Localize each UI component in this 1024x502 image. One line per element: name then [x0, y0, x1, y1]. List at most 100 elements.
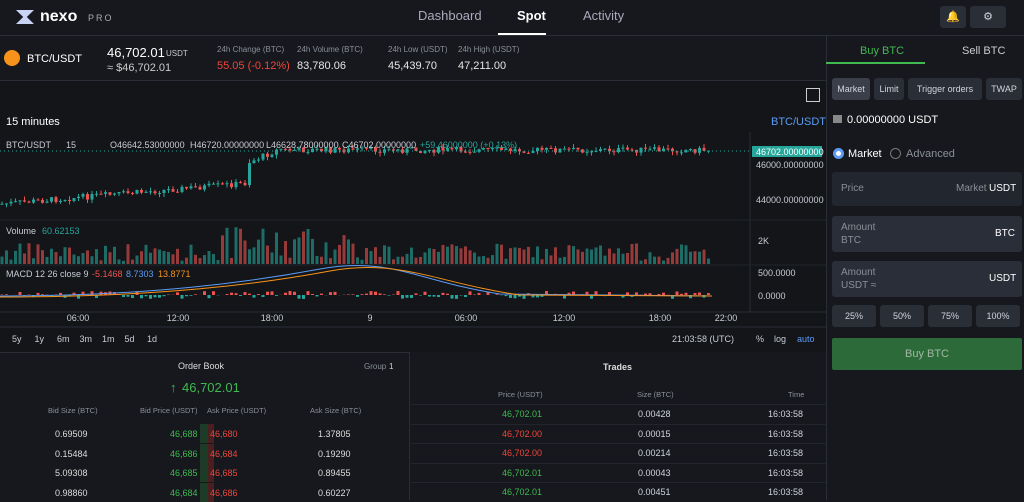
macd-hist	[361, 294, 364, 295]
candle-body	[676, 151, 679, 152]
candle-body	[667, 149, 670, 150]
nav-link[interactable]: Spot	[517, 8, 546, 23]
radio[interactable]	[890, 148, 901, 159]
volume-bar	[208, 251, 211, 264]
volume-bar	[707, 259, 710, 264]
volume-bar	[514, 247, 517, 264]
macd-hist	[253, 295, 256, 298]
price-axis-label: 44000.00000000	[756, 195, 824, 205]
volume-bar	[658, 257, 661, 264]
macd-value: -5.1468	[92, 269, 123, 279]
volume-bar	[235, 227, 238, 264]
order-type[interactable]: Market	[832, 78, 870, 100]
macd-hist	[478, 293, 481, 295]
volume-bar	[518, 248, 521, 264]
nav-link[interactable]: Dashboard	[418, 8, 482, 23]
range-button[interactable]: 1d	[147, 334, 157, 344]
trade-price: 46,702.00	[502, 448, 542, 458]
volume-bar	[469, 250, 472, 264]
stat-label: 24h High (USDT)	[458, 45, 519, 54]
layout-button[interactable]	[806, 88, 820, 102]
range-button[interactable]: 1m	[102, 334, 115, 344]
volume-bar	[397, 257, 400, 264]
percent-button[interactable]: 50%	[880, 305, 924, 327]
notifications-button[interactable]: 🔔	[940, 6, 966, 28]
group-value[interactable]: 1	[389, 362, 393, 371]
range-button[interactable]: 5y	[12, 334, 22, 344]
volume-bar	[185, 258, 188, 264]
percent-button[interactable]: 75%	[928, 305, 972, 327]
range-button[interactable]: 6m	[57, 334, 70, 344]
volume-bar	[383, 245, 386, 264]
volume-bar	[10, 260, 13, 264]
scale-option[interactable]: auto	[797, 334, 815, 344]
scale-option[interactable]: %	[756, 334, 764, 344]
scale-option[interactable]: log	[774, 334, 786, 344]
volume-bar	[631, 244, 634, 264]
mode[interactable]: Advanced	[906, 148, 955, 160]
settings-button[interactable]: ⚙	[970, 6, 1006, 28]
btc-icon	[4, 50, 20, 66]
volume-bar	[19, 244, 22, 264]
volume-bar	[5, 250, 8, 264]
macd-hist	[437, 295, 440, 297]
candle-body	[644, 148, 647, 149]
volume-bar	[563, 257, 566, 264]
bid-depth	[200, 483, 208, 502]
radio[interactable]	[833, 148, 844, 159]
order-type[interactable]: Trigger orders	[908, 78, 982, 100]
volume-bar	[685, 245, 688, 264]
percent-button[interactable]: 100%	[976, 305, 1020, 327]
candle-body	[554, 148, 557, 152]
macd-hist	[311, 294, 314, 295]
top-bar	[0, 0, 1024, 36]
candle-body	[59, 201, 62, 202]
candle-body	[109, 192, 112, 194]
candle-body	[154, 191, 157, 193]
volume-bar	[226, 228, 229, 264]
trade-row-line	[411, 404, 826, 405]
volume-bar	[572, 246, 575, 264]
volume-bar	[109, 252, 112, 264]
candle-body	[604, 149, 607, 150]
bid-depth	[200, 424, 208, 443]
macd-hist	[626, 292, 629, 295]
macd-hist	[302, 295, 305, 299]
macd-hist	[145, 295, 148, 296]
logo: nexo	[40, 8, 77, 26]
tab[interactable]: Sell BTC	[962, 45, 1005, 57]
mode[interactable]: Market	[848, 148, 882, 160]
order-type[interactable]: TWAP	[986, 78, 1022, 100]
volume-bar	[59, 256, 62, 264]
volume-bar	[64, 247, 67, 264]
volume-bar	[473, 253, 476, 264]
submit-button[interactable]: Buy BTC	[832, 338, 1022, 370]
volume-bar	[577, 249, 580, 264]
tab[interactable]: Buy BTC	[860, 45, 904, 57]
volume-bar	[523, 250, 526, 264]
order-type[interactable]: Limit	[874, 78, 904, 100]
macd-hist	[352, 294, 355, 295]
candle-body	[235, 182, 238, 187]
range-button[interactable]: 5d	[125, 334, 135, 344]
macd-hist	[649, 293, 652, 295]
percent-button[interactable]: 25%	[832, 305, 876, 327]
trade-row-line	[411, 463, 826, 464]
pair-selector[interactable]: BTC/USDT	[27, 53, 82, 65]
range-button[interactable]: 3m	[80, 334, 93, 344]
trade-price: 46,702.01	[502, 409, 542, 419]
volume-bar	[604, 256, 607, 264]
macd-hist	[19, 292, 22, 295]
group-label: Group	[364, 362, 386, 371]
interval[interactable]: 15 minutes	[6, 116, 60, 128]
nav-link[interactable]: Activity	[583, 8, 624, 23]
candle-body	[55, 197, 58, 202]
trade-time: 16:03:58	[768, 487, 803, 497]
macd-hist	[455, 295, 458, 299]
macd-hist	[496, 294, 499, 295]
order-book-cell: 46,685	[170, 468, 198, 478]
volume-bar	[244, 241, 247, 264]
range-button[interactable]: 1y	[35, 334, 45, 344]
macd-hist	[401, 295, 404, 299]
